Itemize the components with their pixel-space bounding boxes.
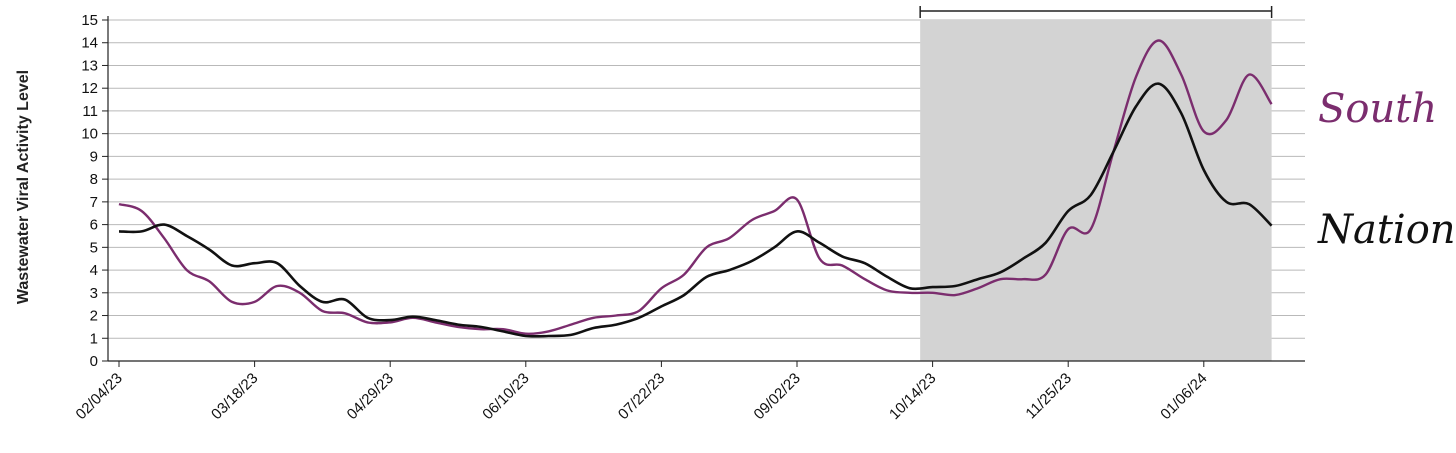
- x-tick-label: 07/22/23: [615, 370, 668, 423]
- highlight-band: [920, 20, 1272, 361]
- y-tick-label: 9: [90, 148, 98, 165]
- y-tick-label: 13: [81, 57, 98, 74]
- y-tick-label: 8: [90, 171, 98, 188]
- series-line-south: [118, 39, 1273, 335]
- series-lines: [118, 39, 1273, 338]
- x-tick-label: 10/14/23: [886, 370, 939, 423]
- y-tick-label: 14: [81, 35, 98, 52]
- y-tick-label: 5: [90, 239, 98, 256]
- y-tick-label: 11: [82, 103, 98, 120]
- x-tick-label: 04/29/23: [344, 370, 397, 423]
- highlight-region: [919, 6, 1273, 361]
- x-tick-label: 06/10/23: [479, 370, 532, 423]
- y-tick-label: 12: [81, 80, 98, 97]
- y-axis-title: Wastewater Viral Activity Level: [15, 70, 32, 304]
- y-tick-label: 4: [90, 262, 98, 279]
- series-label-south: South: [1318, 86, 1437, 132]
- x-tick-label: 11/25/23: [1023, 370, 1076, 423]
- y-tick-label: 1: [90, 330, 98, 347]
- y-tick-label: 15: [81, 12, 98, 29]
- series-labels: South National: [1317, 86, 1456, 253]
- y-tick-label: 0: [90, 353, 98, 370]
- x-tick-label: 09/02/23: [751, 370, 804, 423]
- y-tick-label: 7: [90, 194, 98, 211]
- y-tick-label: 3: [90, 285, 98, 302]
- series-line-national: [118, 82, 1273, 338]
- x-tick-label: 03/18/23: [208, 370, 261, 423]
- series-label-national: National: [1317, 207, 1456, 253]
- y-tick-label: 10: [81, 126, 98, 143]
- x-tick-label: 01/06/24: [1157, 370, 1210, 423]
- y-tick-label: 6: [90, 217, 98, 234]
- y-tick-label: 2: [90, 308, 98, 325]
- x-tick-label: 02/04/23: [73, 370, 126, 423]
